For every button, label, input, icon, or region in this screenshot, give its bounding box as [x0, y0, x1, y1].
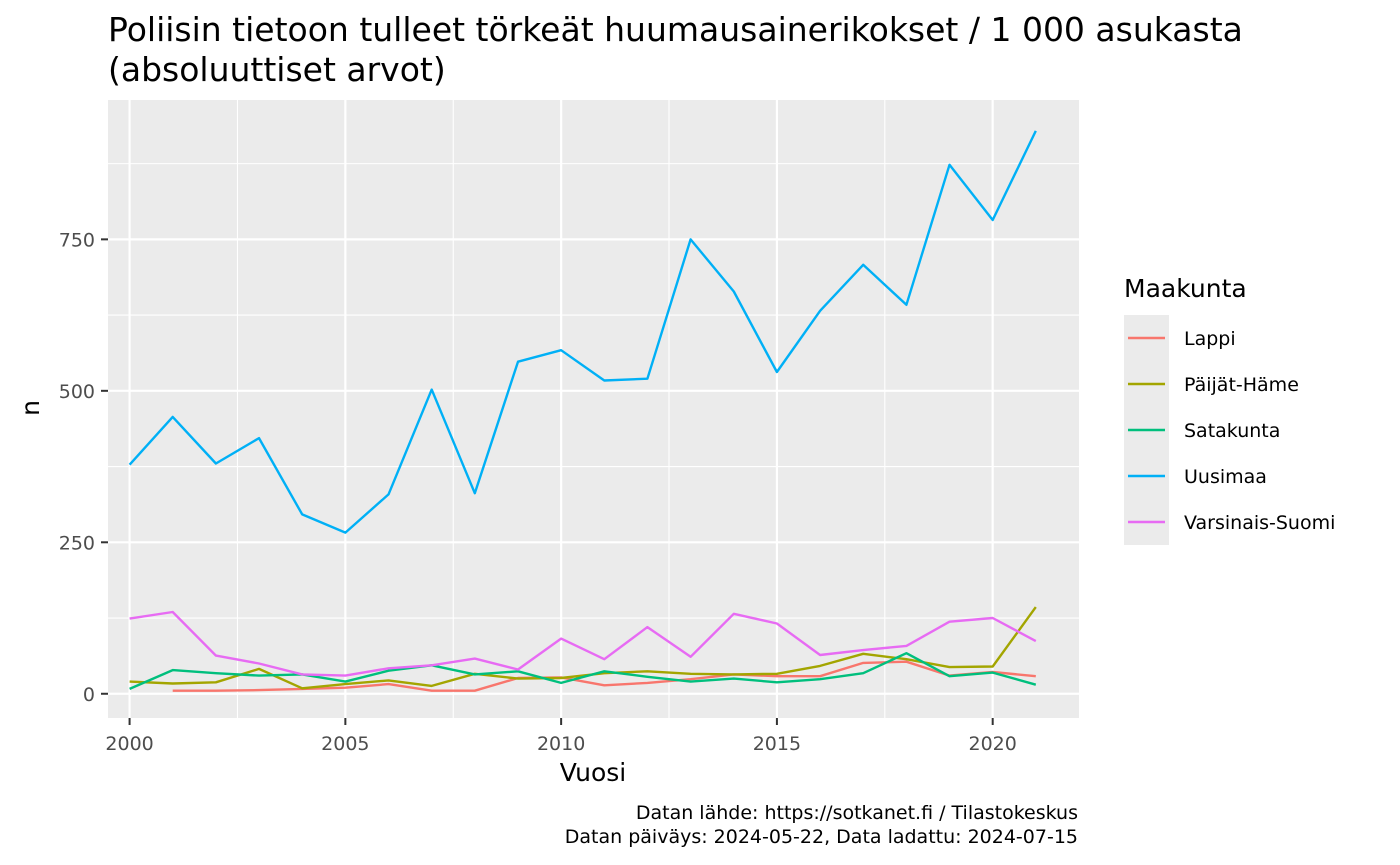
- legend-label: Uusimaa: [1184, 466, 1267, 488]
- series-line: [129, 652, 1037, 690]
- x-tick-label: 2015: [753, 733, 801, 755]
- y-tick-label: 0: [83, 684, 95, 706]
- x-tick-label: 2005: [321, 733, 369, 755]
- series-line: [128, 130, 1037, 534]
- panel-background: [108, 100, 1079, 718]
- x-tick-label: 2000: [105, 733, 153, 755]
- series-line: [129, 606, 1037, 690]
- legend-label: Varsinais-Suomi: [1184, 512, 1335, 534]
- series-line: [129, 610, 1037, 677]
- x-axis-title: Vuosi: [560, 758, 627, 787]
- legend-title: Maakunta: [1124, 274, 1247, 303]
- legend: Maakunta Lappi Päijät-Häme Satakunta Uusima…: [1124, 274, 1335, 545]
- series-line: [172, 660, 1036, 692]
- legend-label: Satakunta: [1184, 420, 1280, 442]
- x-tick-label: 2010: [537, 733, 585, 755]
- y-tick-label: 500: [59, 381, 95, 403]
- legend-label: Päijät-Häme: [1184, 374, 1299, 396]
- plot-panel: [108, 100, 1079, 718]
- y-axis-title: n: [16, 400, 45, 416]
- legend-label: Lappi: [1184, 328, 1236, 350]
- y-tick-label: 250: [59, 532, 95, 554]
- x-tick-label: 2020: [969, 733, 1017, 755]
- chart-title-line2: (absoluuttiset arvot): [108, 50, 446, 89]
- y-tick-label: 750: [59, 229, 95, 251]
- caption-dates: Datan päiväys: 2024-05-22, Data ladattu:…: [565, 826, 1078, 848]
- chart-title-line1: Poliisin tietoon tulleet törkeät huumaus…: [108, 10, 1243, 49]
- caption-source: Datan lähde: https://sotkanet.fi / Tilas…: [636, 802, 1078, 824]
- axis-ticks: 2000 2005 2010 2015 2020 0 250 500 750: [59, 229, 1017, 755]
